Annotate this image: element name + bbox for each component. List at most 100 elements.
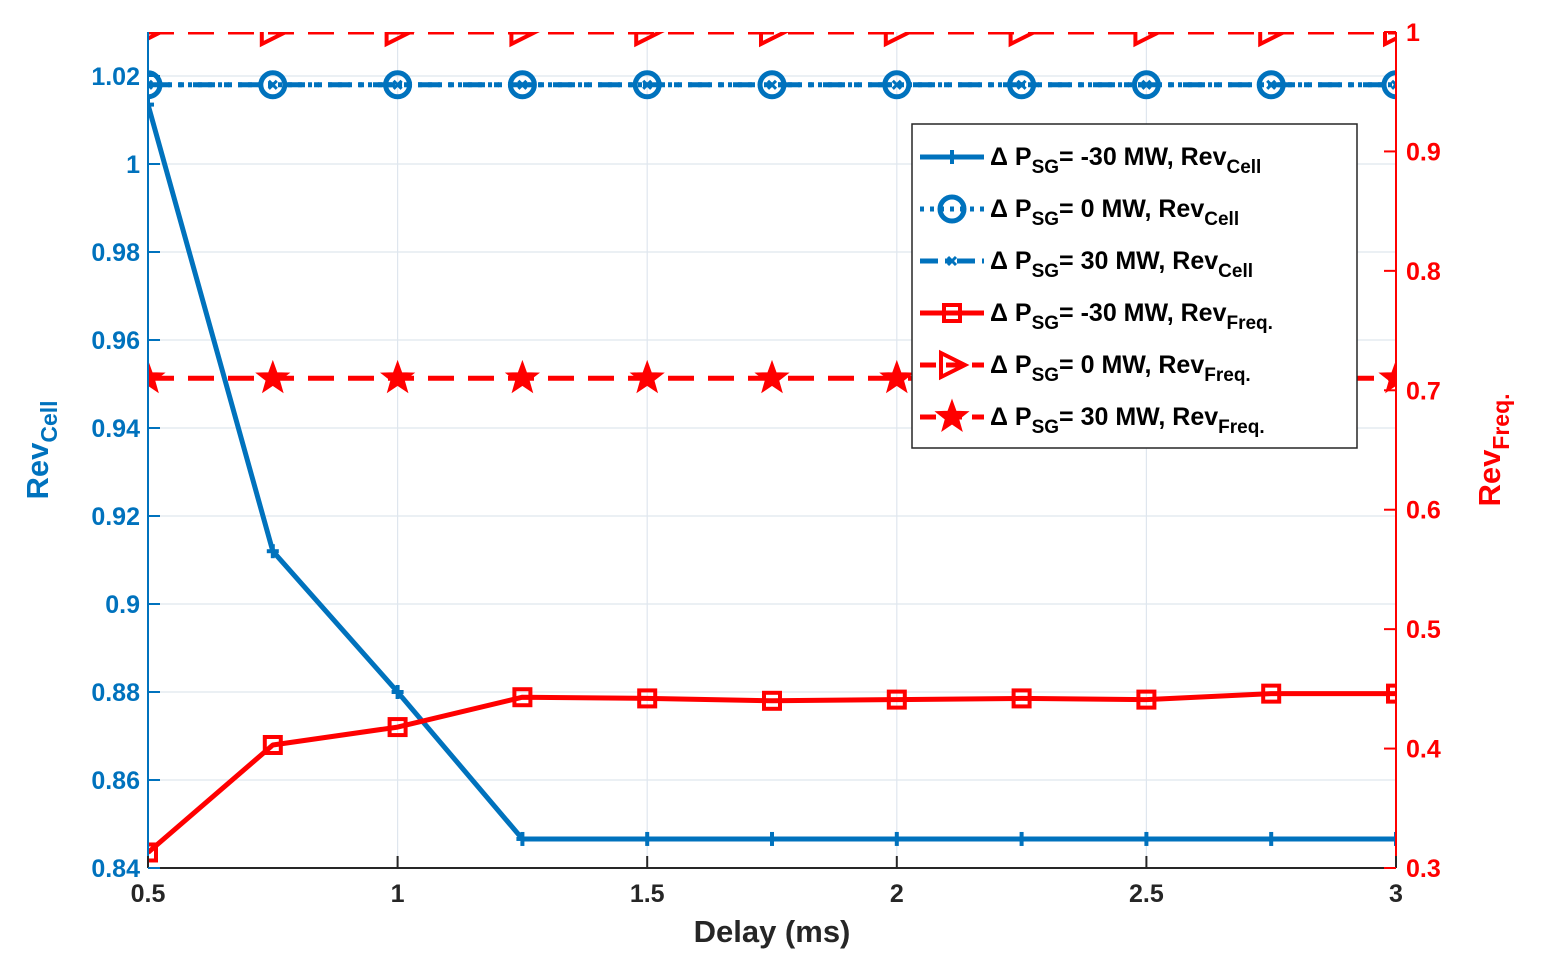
legend-label: Δ PSG= 0 MW, RevFreq. [990, 351, 1251, 386]
y-left-tick-label: 0.96 [91, 327, 140, 355]
y-left-tick-label: 0.84 [91, 855, 140, 883]
y-left-tick-label: 1 [126, 151, 140, 179]
series-3-line [148, 691, 1396, 855]
legend-label: Δ PSG= -30 MW, RevFreq. [990, 299, 1273, 334]
series-2-point [891, 79, 902, 90]
legend-entry-0: Δ PSG= -30 MW, RevCell [920, 143, 1261, 178]
legend-label-mid: = 0 MW, Rev [1059, 351, 1204, 379]
legend-swatch-marker [937, 194, 967, 224]
y-left-tick-label: 0.86 [91, 767, 140, 795]
legend-label-pre: Δ P [990, 143, 1032, 171]
legend-label-sub2: Freq. [1204, 365, 1250, 386]
legend-entry-3: Δ PSG= -30 MW, RevFreq. [920, 299, 1273, 334]
y-right-tick-label: 0.3 [1406, 855, 1441, 883]
series-0-point [1265, 831, 1278, 846]
x-tick-label: 0.5 [131, 880, 166, 908]
legend-label-sub1: SG [1032, 157, 1059, 178]
y-right-tick-label: 0.5 [1406, 616, 1441, 644]
legend-label-sub2: Cell [1204, 209, 1239, 230]
y-left-tick-label: 1.02 [91, 63, 140, 91]
series-3-point [637, 688, 658, 709]
series-2-point-b [1141, 79, 1152, 90]
x-tick-label: 1.5 [630, 880, 665, 908]
x-axis-label: Delay (ms) [694, 914, 851, 949]
series-0-point [148, 97, 154, 112]
legend-label-mid: = 30 MW, Rev [1059, 403, 1218, 431]
legend-label-sub1: SG [1032, 417, 1059, 438]
series-2-point-b [267, 79, 278, 90]
legend-swatch-marker [946, 255, 958, 267]
legend-entry-1: Δ PSG= 0 MW, RevCell [920, 194, 1239, 230]
series-4-point [509, 32, 540, 48]
y-left-tick-label: 0.98 [91, 239, 140, 267]
series-3-point [512, 687, 533, 708]
legend-label-mid: = 30 MW, Rev [1059, 247, 1218, 275]
y-left-tick-label: 0.9 [105, 591, 140, 619]
series-0-point [516, 831, 529, 846]
series-2-point-b [148, 79, 154, 87]
series-2-point [1390, 79, 1396, 90]
series-2-point [267, 79, 278, 90]
series-2-point [1266, 79, 1277, 90]
series-2-point-b [1266, 79, 1277, 90]
series-3 [148, 683, 1396, 863]
series-2-point [642, 79, 653, 90]
legend-label-pre: Δ P [990, 403, 1032, 431]
legend-label-sub1: SG [1032, 313, 1059, 334]
series-3-point [1261, 683, 1282, 704]
series-2-point-b [891, 79, 902, 90]
legend-label: Δ PSG= 30 MW, RevFreq. [990, 403, 1265, 438]
legend-label-pre: Δ P [990, 195, 1032, 223]
y-right-tick-label: 0.8 [1406, 258, 1441, 286]
y-axis-right-label: RevFreq. [1472, 393, 1514, 506]
series-0-point [266, 544, 279, 559]
x-tick-label: 1 [391, 880, 405, 908]
series-2-point-b [642, 79, 653, 90]
series-5-point [754, 359, 790, 394]
series-layer [148, 32, 1396, 863]
series-4-point [1133, 32, 1164, 48]
series-4-point [259, 32, 291, 48]
series-0-point [641, 831, 654, 846]
y-axis-left-label-main: Rev [20, 442, 55, 500]
x-tick-label: 3 [1389, 880, 1403, 908]
series-5-point [629, 359, 665, 394]
series-2-point [1016, 79, 1027, 90]
series-0-point [1140, 831, 1153, 846]
series-0-point [766, 831, 778, 846]
series-2-point [766, 79, 778, 90]
legend-label-sub1: SG [1032, 261, 1059, 282]
series-5-point [879, 359, 915, 394]
series-2-point [148, 79, 154, 90]
series-4-point [1008, 32, 1040, 48]
series-5-point [1378, 359, 1396, 394]
series-0-point [890, 831, 903, 846]
legend-label-mid: = 0 MW, Rev [1059, 195, 1204, 223]
series-0-point [1390, 831, 1396, 846]
legend-entry-2: Δ PSG= 30 MW, RevCell [920, 247, 1253, 282]
series-4-point [883, 32, 915, 48]
legend-label-pre: Δ P [990, 351, 1032, 379]
legend-box [911, 123, 1358, 449]
series-0-point [391, 685, 404, 699]
legend-label-sub2: Cell [1226, 157, 1261, 178]
series-5-point [504, 359, 540, 394]
series-2-point-a [1390, 79, 1396, 87]
series-3-point [1386, 683, 1396, 704]
legend-label: Δ PSG= 30 MW, RevCell [990, 247, 1253, 282]
series-2-point [1141, 79, 1152, 90]
series-2-point-b [1016, 79, 1027, 90]
series-4-point [1258, 32, 1289, 48]
y-axis-right-label-sub: Freq. [1488, 393, 1514, 449]
legend-swatch-marker [939, 349, 970, 381]
y-axis-left-label: RevCell [20, 400, 62, 499]
legend-swatch-marker [946, 150, 958, 164]
legend-label-sub2: Cell [1218, 261, 1253, 282]
y-right-tick-label: 0.7 [1406, 377, 1441, 405]
series-3-point [262, 734, 283, 755]
y-axis-left-label-sub: Cell [36, 400, 62, 442]
legend-label-mid: = -30 MW, Rev [1059, 143, 1227, 171]
y-axis-right-label-main: Rev [1472, 449, 1507, 507]
